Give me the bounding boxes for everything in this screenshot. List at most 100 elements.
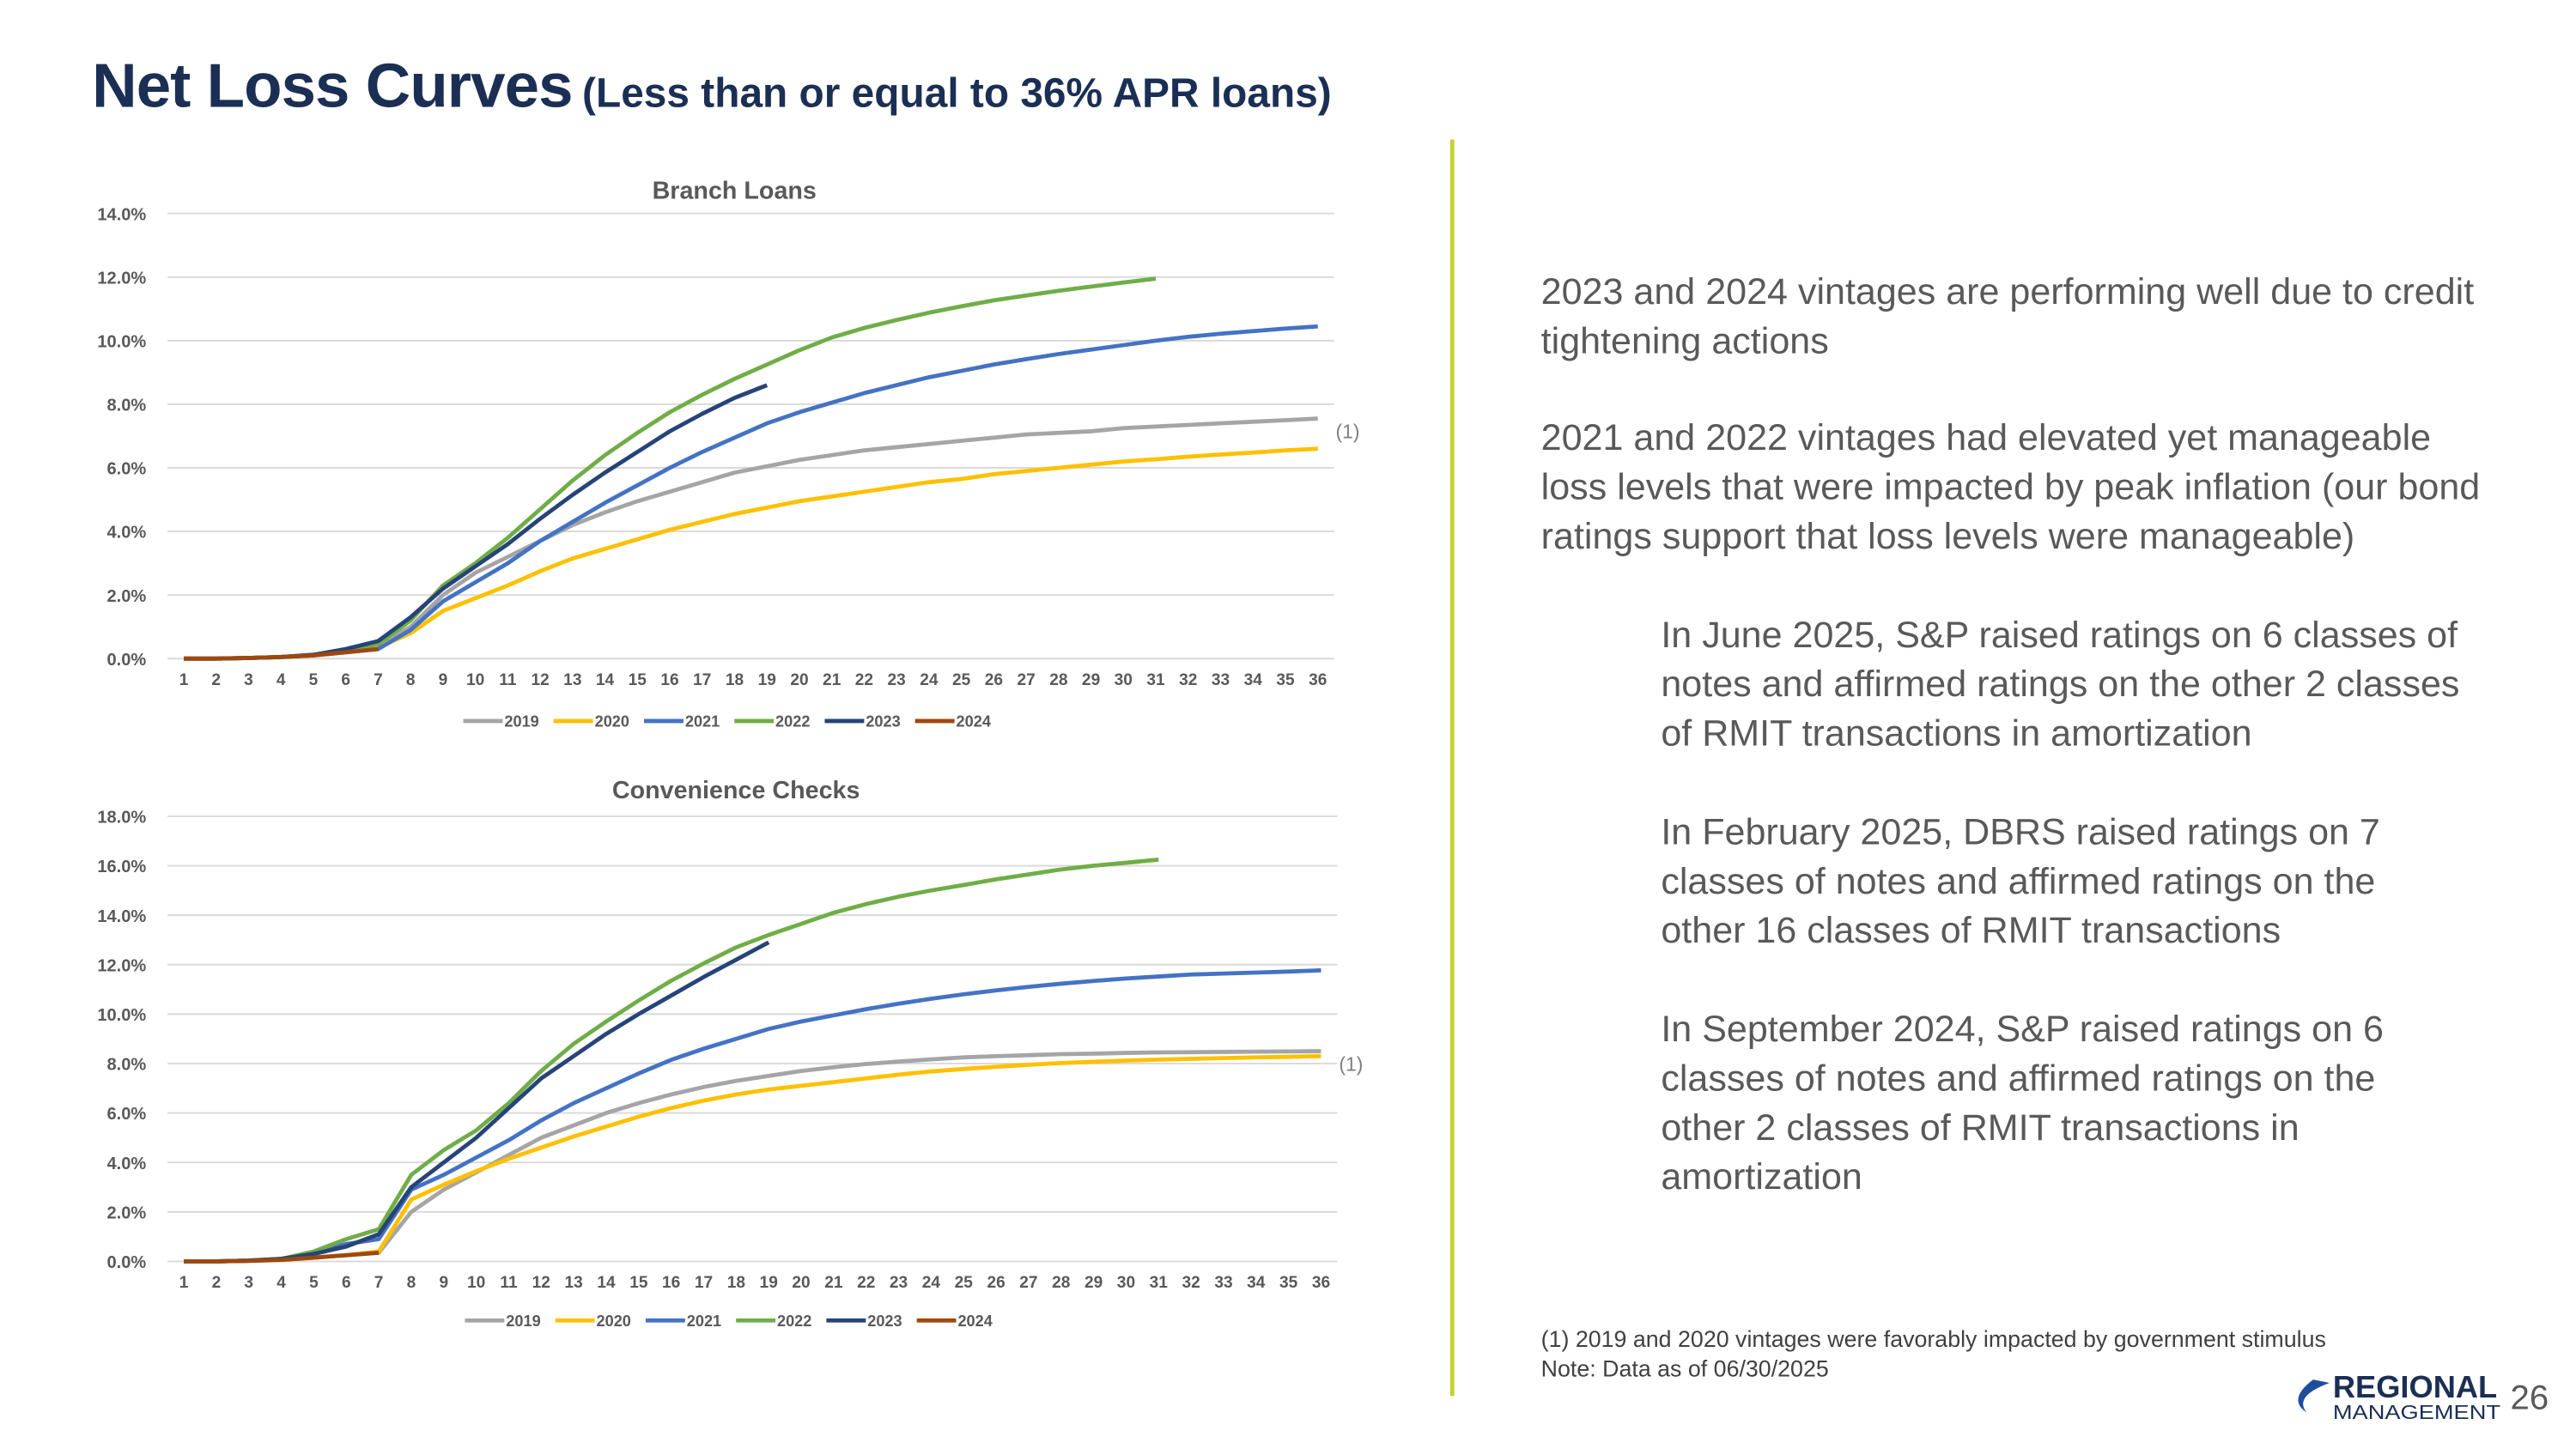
x-tick-label: 5 [309,1274,319,1292]
series-line [184,383,769,661]
x-tick-label: 30 [1115,671,1133,689]
series-line [184,1049,1321,1264]
y-tick-label: 8.0% [107,1056,147,1075]
x-tick-label: 7 [374,1274,384,1292]
series-line [184,646,379,661]
series-line [184,940,770,1264]
x-tick-label: 26 [985,671,1003,689]
y-tick-label: 8.0% [107,397,147,415]
x-tick-label: 2 [212,1274,222,1292]
x-tick-label: 25 [955,1274,974,1292]
y-tick-label: 0.0% [107,1253,147,1272]
paragraph: In February 2025, DBRS raised ratings on… [1661,808,2380,955]
x-tick-label: 30 [1117,1274,1135,1292]
x-tick-label: 16 [660,671,678,689]
x-tick-label: 12 [532,1274,550,1292]
y-tick-label: 0.0% [107,651,147,670]
legend-label: 2024 [957,713,991,731]
annotation: (1) [1339,1053,1363,1076]
chart-title: Convenience Checks [612,777,860,804]
x-tick-label: 21 [824,1274,843,1292]
logo: REGIONAL MANAGEMENT 26 [2298,1369,2549,1423]
x-tick-label: 35 [1276,671,1295,689]
text-line: classes of notes and affirmed ratings on… [1661,1058,2376,1099]
x-tick-label: 33 [1214,1274,1232,1292]
x-tick-label: 34 [1247,1274,1266,1292]
x-tick-label: 11 [499,671,517,689]
y-tick-label: 16.0% [97,858,146,876]
text-line: classes of notes and affirmed ratings on… [1661,860,2376,902]
x-tick-label: 22 [855,671,873,689]
x-tick-label: 18 [727,1274,746,1292]
x-tick-label: 34 [1244,671,1263,689]
x-tick-label: 24 [920,671,939,689]
paragraph: 2023 and 2024 vintages are performing we… [1541,268,2475,367]
series-line [184,416,1318,661]
x-tick-label: 6 [341,671,350,689]
y-tick-label: 4.0% [107,524,147,543]
x-tick-label: 12 [531,671,549,689]
legend-label: 2021 [685,713,720,731]
x-tick-label: 2 [211,671,221,689]
x-tick-label: 1 [179,671,189,689]
text-line: tightening actions [1540,320,1829,361]
x-tick-label: 17 [693,671,711,689]
y-tick-label: 14.0% [97,907,146,926]
title: Net Loss Curves [92,52,573,122]
x-tick-label: 18 [726,671,744,689]
legend-label: 2022 [775,713,810,731]
x-tick-label: 24 [922,1274,941,1292]
legend-label: 2019 [504,713,538,731]
series-line [184,446,1318,661]
x-tick-label: 29 [1084,1274,1103,1292]
x-tick-label: 13 [563,671,581,689]
x-tick-label: 22 [857,1274,875,1292]
legend-label: 2020 [595,713,629,731]
x-tick-label: 14 [596,671,615,689]
x-tick-label: 4 [276,671,286,689]
x-tick-label: 33 [1212,671,1230,689]
text-line: of RMIT transactions in amortization [1661,712,2252,755]
legend-label: 2021 [687,1313,721,1330]
logo-line1: REGIONAL [2333,1369,2497,1404]
x-tick-label: 15 [629,1274,648,1292]
x-tick-label: 9 [439,1274,448,1292]
x-tick-label: 31 [1150,1274,1169,1292]
x-tick-label: 19 [758,671,776,689]
text-line: amortization [1661,1155,1862,1197]
y-tick-label: 6.0% [107,1105,147,1124]
page-number: 26 [2511,1379,2549,1417]
slide-title: Net Loss Curves (Less than or equal to 36… [92,52,1332,123]
paragraph: In September 2024, S&P raised ratings on… [1661,1005,2384,1203]
x-tick-label: 13 [565,1274,583,1292]
x-tick-label: 29 [1082,671,1100,689]
legend-label: 2020 [597,1313,631,1330]
x-tick-label: 27 [1017,671,1035,689]
chart: Branch Loans 0.0% 2.0% 4.0% 6.0% 8.0% 10.0% 12.… [97,178,1359,731]
annotation: (1) [1336,421,1360,443]
x-tick-label: 1 [179,1274,189,1292]
series-line [184,1053,1321,1264]
y-tick-label: 4.0% [107,1155,147,1173]
text-line: In February 2025, DBRS raised ratings on… [1661,811,2380,853]
series-line [184,324,1318,661]
footnote: (1) 2019 and 2020 vintages were favorabl… [1540,1325,2326,1352]
x-tick-label: 32 [1182,1274,1200,1292]
y-tick-label: 14.0% [97,205,146,224]
x-tick-label: 8 [406,671,416,689]
legend-label: 2019 [506,1313,540,1330]
legend-label: 2022 [777,1313,811,1330]
x-tick-label: 15 [629,671,647,689]
x-tick-label: 36 [1309,671,1327,689]
series-line [184,1250,380,1264]
x-tick-label: 36 [1312,1274,1330,1292]
x-tick-label: 23 [890,1274,908,1292]
x-tick-label: 10 [467,1274,485,1292]
x-tick-label: 25 [952,671,971,689]
logo-swoosh [2298,1379,2330,1413]
footnotes: (1) 2019 and 2020 vintages were favorabl… [1541,1324,2326,1383]
x-tick-label: 17 [695,1274,713,1292]
y-tick-label: 2.0% [107,1203,147,1222]
